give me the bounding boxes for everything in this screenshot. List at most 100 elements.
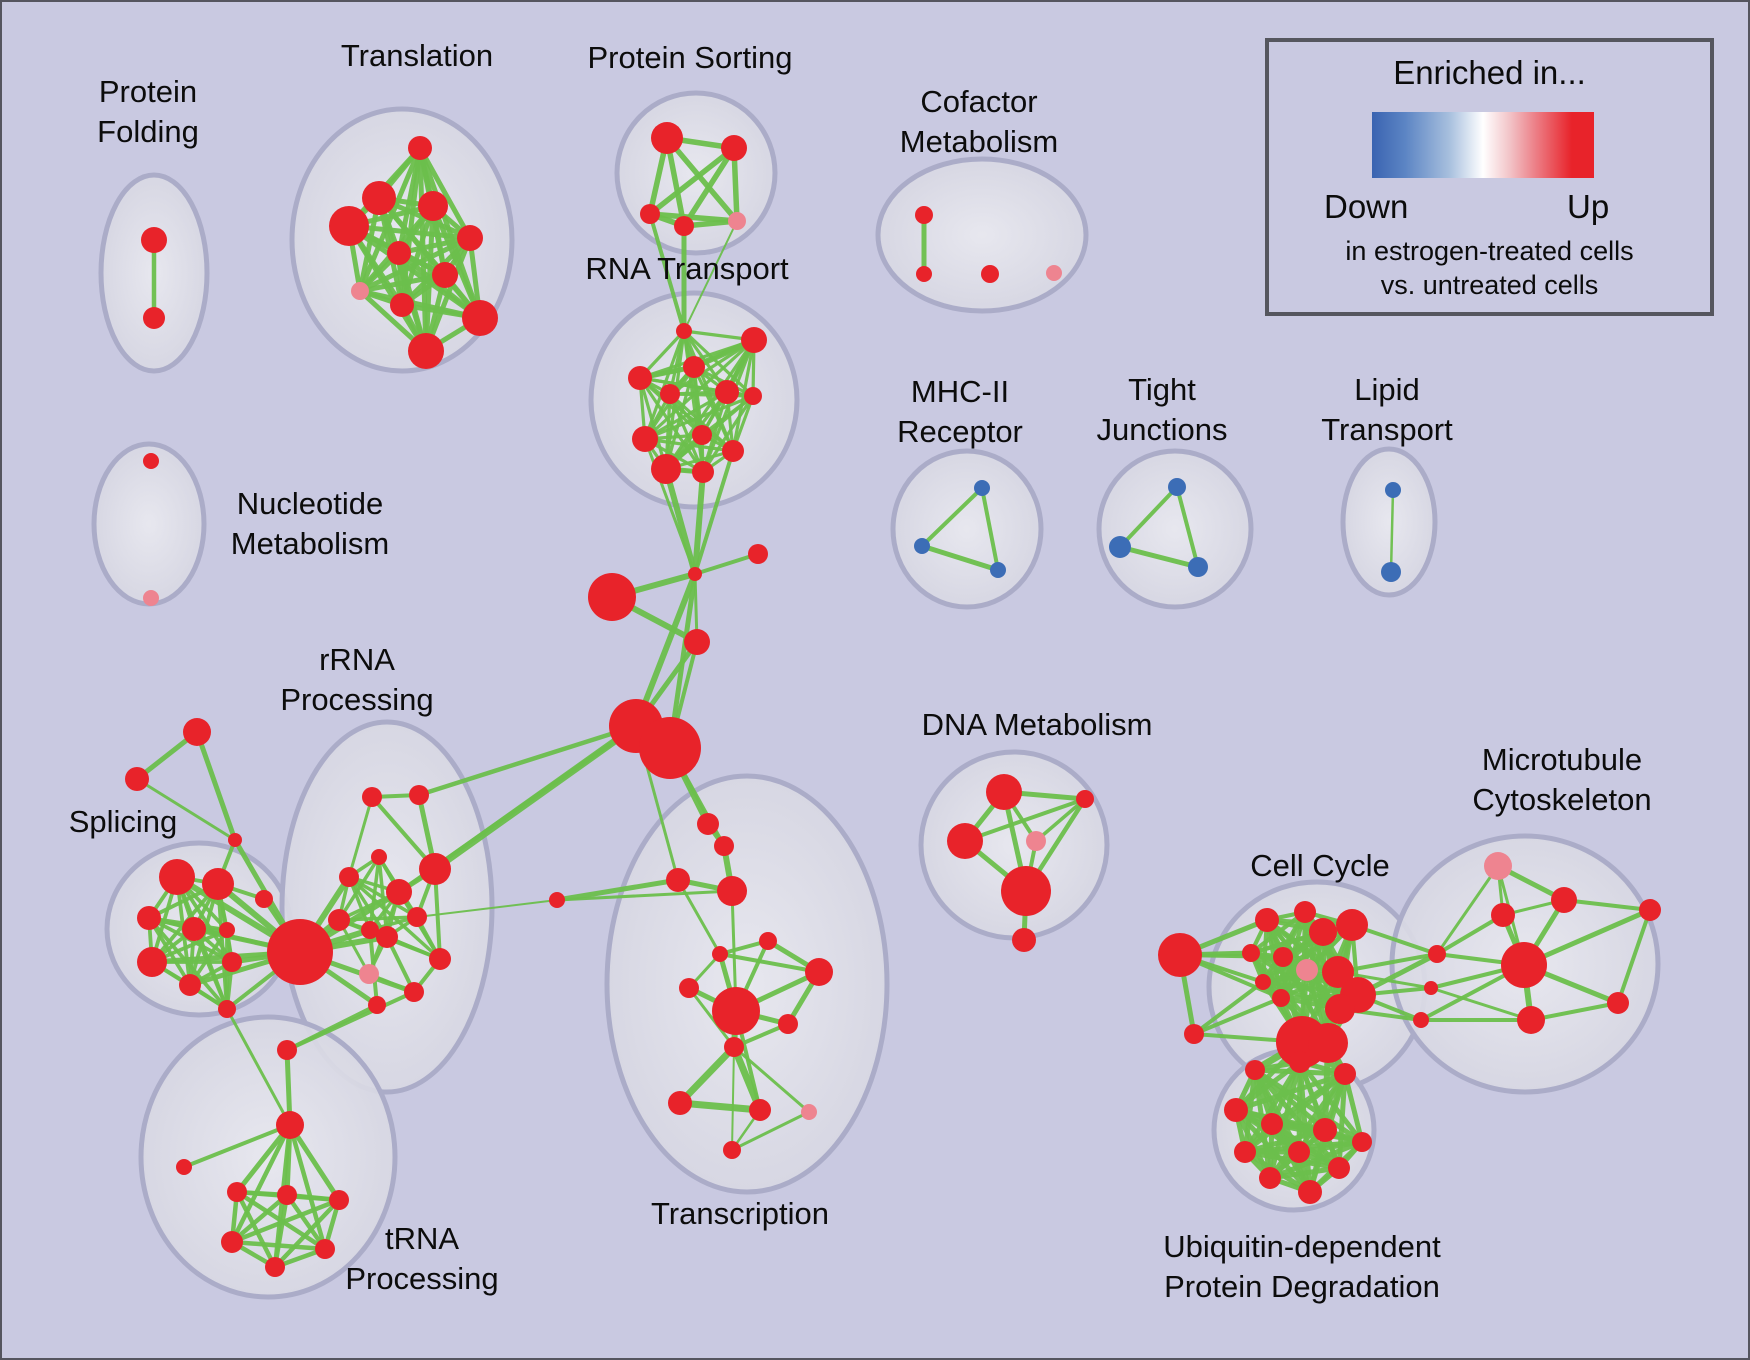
gene-set-node [549,892,565,908]
cluster-label-tight-junctions: Junctions [1097,412,1228,447]
edge [377,855,389,939]
cluster-label-cofactor: Metabolism [900,124,1059,159]
gene-set-node [222,952,242,972]
edge [676,1099,764,1114]
cluster-label-ubiquitin: Protein Degradation [1164,1269,1440,1304]
edge [346,223,473,241]
edge [1429,986,1533,1022]
gene-set-node [715,380,739,404]
gene-set-node [1428,945,1446,963]
gene-set-node [1501,942,1547,988]
gene-set-node [432,262,458,288]
edge [693,449,735,576]
cluster-label-protein-sorting: Protein Sorting [587,40,792,75]
gene-set-node [329,206,369,246]
edge [692,469,706,577]
gene-set-node [1551,887,1577,913]
gene-set-node [265,1257,285,1277]
edge [417,145,473,241]
edge [337,855,381,922]
edge [135,777,237,842]
gene-set-node [748,544,768,564]
edge [147,916,192,987]
cluster-label-trna: Processing [345,1261,498,1296]
gene-set-node [801,1104,817,1120]
gene-set-node [1076,790,1094,808]
gene-set-node [1273,947,1293,967]
gene-set-node [1491,903,1515,927]
edge [416,899,558,918]
edge [347,795,374,879]
gene-set-node [1288,1141,1310,1163]
gene-set-node [676,323,692,339]
edge [229,1192,290,1245]
edge [182,1123,292,1169]
legend-subtitle-line2: vs. untreated cells [1380,270,1599,300]
gene-set-node [143,307,165,329]
cluster-label-transcription: Transcription [651,1196,829,1231]
gene-set-node [1296,959,1318,981]
edge [730,1110,811,1152]
gene-set-node [990,562,1006,578]
gene-set-node [221,1231,243,1253]
gene-set-node [986,774,1022,810]
cluster-ellipse-lipid [1340,446,1438,598]
cluster-label-tight-junctions: Tight [1128,372,1196,407]
gene-set-node [741,327,767,353]
legend-down-label: Down [1324,188,1409,225]
gene-set-node [728,212,746,230]
edge [643,394,755,441]
gene-set-node [1272,989,1290,1007]
gene-set-node [692,425,712,445]
edge [1389,488,1395,574]
gene-set-node [1308,1023,1348,1063]
gene-set-node [1322,956,1354,988]
gene-set-node [1309,918,1337,946]
edge [1248,909,1308,956]
edge [287,1122,328,1252]
edge [287,1122,342,1203]
edge [1192,980,1265,1036]
edge [234,1189,278,1270]
gene-set-node [1639,899,1661,921]
cluster-label-lipid: Lipid [1354,372,1420,407]
gene-set-node [692,461,714,483]
gene-set-node [683,356,705,378]
gene-set-node [1109,536,1131,558]
gene-set-node [255,890,273,908]
gene-set-node [368,996,386,1014]
gene-set-node [315,1239,335,1259]
edge [643,338,756,441]
gene-set-node [1026,831,1046,851]
gene-set-node [1334,1063,1356,1085]
legend-up-label: Up [1567,188,1610,225]
edge [225,1007,292,1127]
cluster-label-microtubule: Microtubule [1482,742,1642,777]
edge [357,272,448,294]
edge [337,915,419,922]
gene-set-node [666,868,690,892]
gene-set-node [387,241,411,265]
edge [1616,908,1652,1005]
cluster-label-nucleotide: Nucleotide [237,486,383,521]
edge [919,543,1001,573]
cluster-label-ubiquitin: Ubiquitin-dependent [1163,1229,1441,1264]
edge [229,1239,328,1252]
edge [1435,913,1505,956]
gene-set-node [176,1159,192,1175]
gene-set-node [218,1000,236,1018]
edge [1242,1127,1328,1155]
gene-set-node [462,300,498,336]
cluster-label-rrna: Processing [280,682,433,717]
edge [633,571,698,729]
gene-set-node [329,1190,349,1210]
gene-set-node [749,1099,771,1121]
gene-set-node [1184,1024,1204,1044]
edge [681,145,737,229]
edge [416,723,639,798]
gene-set-node [1424,981,1438,995]
cluster-label-mhc: Receptor [897,414,1023,449]
edge [687,986,736,1049]
gene-set-node [1255,908,1279,932]
